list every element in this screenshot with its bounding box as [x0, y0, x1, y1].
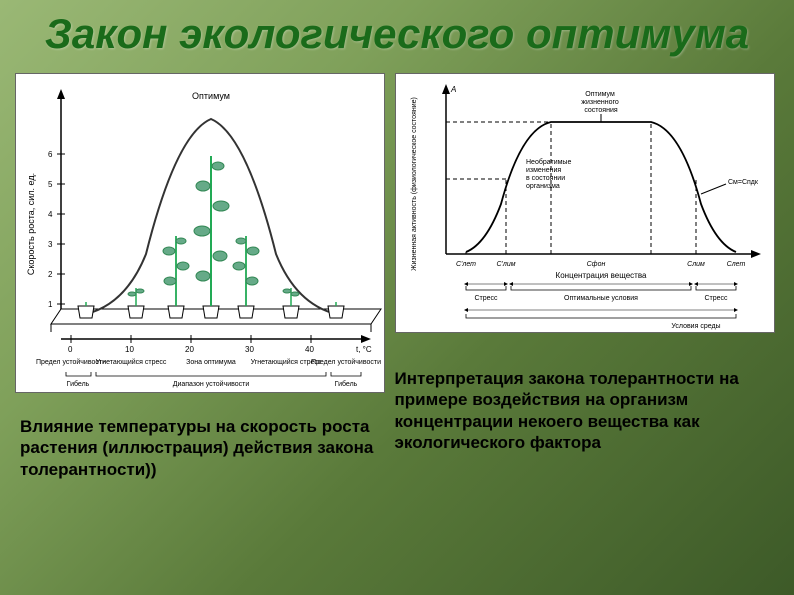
svg-text:C'лет: C'лет [456, 261, 476, 268]
page-title: Закон экологического оптимума [0, 0, 794, 63]
left-y-label: Скорость роста, сил. ед. [26, 173, 36, 275]
content-row: 1 2 3 4 5 6 Скорость роста, сил. ед. Опт… [0, 63, 794, 403]
y-ticks: 1 2 3 4 5 6 [48, 150, 65, 309]
optimum-label: Оптимум [192, 91, 230, 101]
svg-text:C'лим: C'лим [496, 261, 515, 268]
left-chart-panel: 1 2 3 4 5 6 Скорость роста, сил. ед. Опт… [15, 73, 385, 393]
svg-text:30: 30 [245, 345, 254, 354]
svg-text:Диапазон устойчивости: Диапазон устойчивости [173, 380, 250, 388]
svg-text:Угнетающийся стресс: Угнетающийся стресс [96, 358, 167, 366]
right-caption: Интерпретация закона толерантности на пр… [395, 368, 774, 453]
svg-text:Гибель: Гибель [335, 380, 358, 388]
svg-text:Концентрация вещества: Концентрация вещества [556, 271, 647, 280]
svg-text:Cлет: Cлет [727, 261, 746, 268]
right-chart-svg: A Жизненная активность (физиологическое … [396, 74, 776, 334]
svg-text:Жизненная активность (физиолог: Жизненная активность (физиологическое со… [411, 97, 418, 271]
svg-text:1: 1 [48, 300, 53, 309]
left-chart-svg: 1 2 3 4 5 6 Скорость роста, сил. ед. Опт… [16, 74, 386, 394]
svg-text:5: 5 [48, 180, 53, 189]
svg-text:Зона оптимума: Зона оптимума [186, 359, 236, 366]
svg-text:Cфон: Cфон [587, 261, 606, 268]
svg-text:Стресс: Стресс [474, 295, 498, 302]
svg-text:2: 2 [48, 270, 53, 279]
svg-text:4: 4 [48, 210, 53, 219]
left-caption: Влияние температуры на скорость роста ра… [20, 416, 380, 501]
svg-text:Предел устойчивости: Предел устойчивости [311, 358, 381, 366]
svg-text:Cлим: Cлим [687, 261, 705, 268]
svg-text:Условия среды: Условия среды [671, 323, 720, 330]
svg-text:0: 0 [68, 345, 73, 354]
plants [78, 156, 344, 318]
svg-text:20: 20 [185, 345, 194, 354]
x-ticks: 0 10 20 30 40 [68, 335, 314, 354]
mid-annotation: Необратимые изменения в состоянии органи… [526, 158, 573, 190]
right-annotation: Cм=Cпдк [728, 179, 759, 186]
svg-text:3: 3 [48, 240, 53, 249]
right-chart-panel: A Жизненная активность (физиологическое … [395, 73, 775, 333]
svg-text:Оптимальные условия: Оптимальные условия [564, 295, 638, 302]
svg-text:6: 6 [48, 150, 53, 159]
svg-text:t, °C: t, °C [356, 345, 372, 354]
svg-text:10: 10 [125, 345, 134, 354]
captions-row: Влияние температуры на скорость роста ра… [0, 408, 794, 509]
svg-text:Стресс: Стресс [704, 295, 728, 302]
svg-text:Гибель: Гибель [67, 380, 90, 388]
top-annotation: Оптимум жизненного состояния [581, 91, 620, 114]
svg-text:A: A [450, 85, 456, 94]
zone-labels: Предел устойчивости Угнетающийся стресс … [36, 358, 381, 366]
zone-brackets: Стресс Оптимальные условия Стресс [464, 282, 738, 302]
svg-text:40: 40 [305, 345, 314, 354]
